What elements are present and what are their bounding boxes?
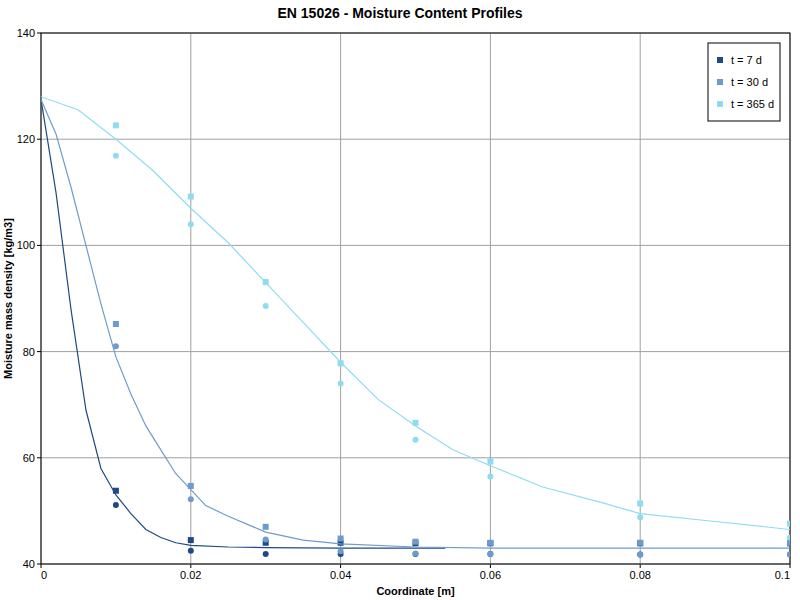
x-grid-line	[490, 33, 491, 564]
y-tick-label: 80	[23, 346, 35, 358]
x-tick	[190, 564, 191, 568]
data-point	[413, 550, 419, 556]
legend-marker	[717, 101, 723, 107]
data-point	[637, 540, 643, 546]
y-tick-label: 100	[17, 239, 35, 251]
data-point	[263, 303, 269, 309]
data-point	[487, 540, 493, 546]
data-point	[637, 540, 643, 546]
x-tick-label: 0.06	[480, 569, 501, 581]
x-tick	[490, 564, 491, 568]
data-point	[188, 496, 194, 502]
y-tick-label: 60	[23, 452, 35, 464]
data-point	[637, 551, 643, 557]
legend: t = 7 d t = 30 d t = 365 d	[708, 43, 780, 121]
y-tick	[37, 33, 41, 34]
data-point	[413, 539, 419, 545]
series-group	[41, 99, 790, 557]
data-point	[113, 321, 119, 327]
y-tick-label: 140	[17, 27, 35, 39]
y-tick-label: 40	[23, 558, 35, 570]
data-point	[487, 540, 493, 546]
data-point	[787, 551, 790, 557]
legend-label: t = 7 d	[731, 54, 762, 66]
y-grid-line	[41, 245, 790, 246]
grid	[37, 33, 790, 568]
series-group	[41, 99, 790, 557]
legend-label: t = 365 d	[731, 98, 774, 110]
y-tick	[37, 245, 41, 246]
legend-marker	[717, 57, 723, 63]
series-line	[41, 97, 790, 530]
data-point	[338, 548, 344, 554]
data-point	[113, 153, 119, 159]
chart-title: EN 15026 - Moisture Content Profiles	[277, 5, 522, 21]
x-tick-label: 0.04	[330, 569, 351, 581]
x-tick-label: 0.1	[775, 569, 790, 581]
data-point	[787, 540, 790, 546]
data-point	[487, 551, 493, 557]
y-grid-line	[41, 351, 790, 352]
y-tick-label: 120	[17, 133, 35, 145]
y-tick	[37, 564, 41, 565]
data-point	[113, 122, 119, 128]
x-tick-label: 0.02	[180, 569, 201, 581]
data-point	[188, 221, 194, 227]
data-point	[637, 500, 643, 506]
y-tick	[37, 139, 41, 140]
data-point	[413, 551, 419, 557]
y-grid-line	[41, 457, 790, 458]
data-point	[487, 459, 493, 465]
legend-marker	[717, 79, 723, 85]
data-point	[113, 488, 119, 494]
data-point	[487, 551, 493, 557]
x-tick-label: 0	[41, 569, 47, 581]
data-point	[338, 380, 344, 386]
y-axis-label: Moisture mass density [kg/m3]	[2, 218, 14, 379]
data-point	[188, 537, 194, 543]
x-grid-line	[640, 33, 641, 564]
plot-area	[41, 97, 790, 558]
data-point	[188, 483, 194, 489]
plot-frame	[41, 33, 790, 564]
chart-container: 0 0.02 0.04 0.06 0.08 0.1 40 60 80 100 120 140 EN 15…	[0, 0, 800, 600]
data-point	[263, 279, 269, 285]
data-point	[787, 521, 790, 527]
series-line	[41, 99, 790, 548]
data-point	[263, 524, 269, 530]
data-point	[413, 437, 419, 443]
y-tick	[37, 457, 41, 458]
x-tick	[790, 564, 791, 568]
series-group	[41, 97, 790, 541]
data-point	[787, 534, 790, 540]
x-tick	[340, 564, 341, 568]
data-point	[338, 536, 344, 542]
y-tick	[37, 351, 41, 352]
x-axis-label: Coordinate [m]	[376, 585, 455, 597]
data-point	[413, 420, 419, 426]
data-point	[487, 473, 493, 479]
legend-box	[708, 43, 780, 121]
x-tick-label: 0.08	[629, 569, 650, 581]
x-tick	[41, 564, 42, 568]
legend-label: t = 30 d	[731, 76, 768, 88]
data-point	[113, 502, 119, 508]
chart-svg: 0 0.02 0.04 0.06 0.08 0.1 40 60 80 100 120 140 EN 15…	[0, 0, 800, 600]
data-point	[188, 548, 194, 554]
data-point	[787, 551, 790, 557]
background	[0, 0, 800, 600]
y-grid-line	[41, 139, 790, 140]
data-point	[263, 537, 269, 543]
data-point	[637, 551, 643, 557]
data-point	[787, 540, 790, 546]
data-point	[338, 360, 344, 366]
data-point	[637, 514, 643, 520]
data-point	[113, 343, 119, 349]
x-tick	[640, 564, 641, 568]
series-line	[41, 99, 445, 548]
data-point	[263, 551, 269, 557]
x-grid-line	[340, 33, 341, 564]
data-point	[188, 194, 194, 200]
